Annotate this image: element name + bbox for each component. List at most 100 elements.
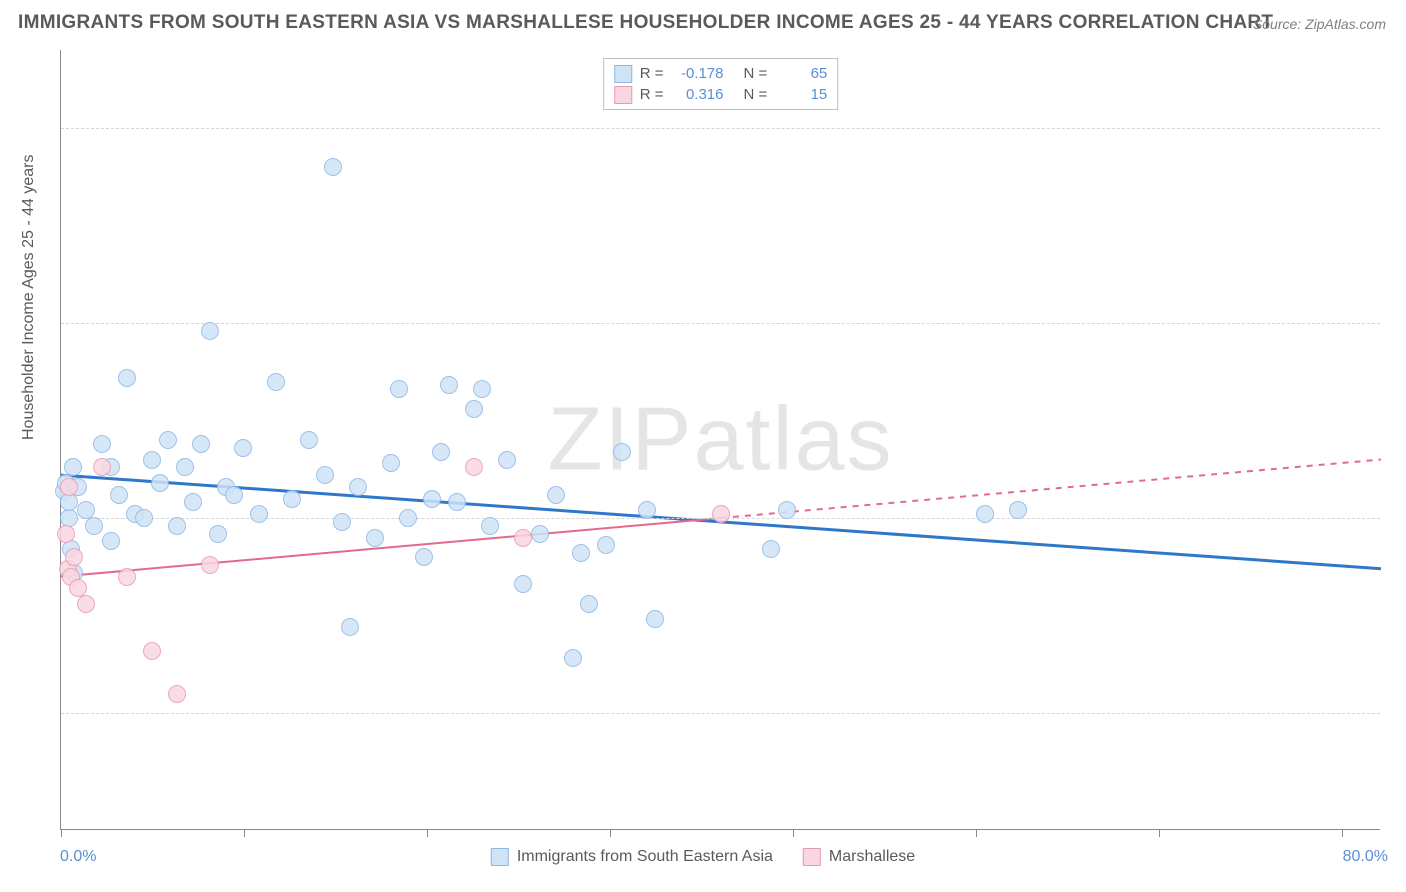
data-point bbox=[151, 474, 169, 492]
r-value: -0.178 bbox=[676, 63, 724, 84]
y-tick-label: $100,000 bbox=[1390, 509, 1406, 527]
data-point bbox=[118, 568, 136, 586]
data-point bbox=[201, 322, 219, 340]
data-point bbox=[448, 493, 466, 511]
data-point bbox=[316, 466, 334, 484]
data-point bbox=[184, 493, 202, 511]
data-point bbox=[580, 595, 598, 613]
source-credit: Source: ZipAtlas.com bbox=[1253, 16, 1386, 32]
data-point bbox=[638, 501, 656, 519]
data-point bbox=[432, 443, 450, 461]
gridline bbox=[61, 323, 1380, 324]
data-point bbox=[613, 443, 631, 461]
data-point bbox=[77, 595, 95, 613]
data-point bbox=[300, 431, 318, 449]
x-axis-min-label: 0.0% bbox=[60, 848, 96, 866]
legend-label: Marshallese bbox=[829, 848, 915, 866]
gridline bbox=[61, 128, 1380, 129]
watermark-text: ZIPatlas bbox=[547, 388, 893, 491]
data-point bbox=[64, 458, 82, 476]
data-point bbox=[225, 486, 243, 504]
x-tick-mark bbox=[976, 829, 977, 837]
series-legend: Immigrants from South Eastern Asia Marsha… bbox=[491, 848, 915, 866]
data-point bbox=[390, 380, 408, 398]
legend-label: Immigrants from South Eastern Asia bbox=[517, 848, 773, 866]
data-point bbox=[333, 513, 351, 531]
r-value: 0.316 bbox=[676, 84, 724, 105]
data-point bbox=[597, 536, 615, 554]
scatter-plot-area: ZIPatlas R =-0.178N =65R =0.316N =15 $50… bbox=[60, 50, 1380, 830]
data-point bbox=[110, 486, 128, 504]
data-point bbox=[382, 454, 400, 472]
data-point bbox=[118, 369, 136, 387]
data-point bbox=[85, 517, 103, 535]
data-point bbox=[143, 642, 161, 660]
data-point bbox=[399, 509, 417, 527]
y-tick-label: $200,000 bbox=[1390, 119, 1406, 137]
legend-item: Immigrants from South Eastern Asia bbox=[491, 848, 773, 866]
data-point bbox=[762, 540, 780, 558]
data-point bbox=[250, 505, 268, 523]
x-axis-max-label: 80.0% bbox=[1343, 848, 1388, 866]
chart-title: IMMIGRANTS FROM SOUTH EASTERN ASIA VS MA… bbox=[18, 12, 1273, 34]
x-tick-mark bbox=[793, 829, 794, 837]
data-point bbox=[135, 509, 153, 527]
data-point bbox=[341, 618, 359, 636]
data-point bbox=[60, 478, 78, 496]
data-point bbox=[646, 610, 664, 628]
data-point bbox=[168, 517, 186, 535]
x-tick-mark bbox=[244, 829, 245, 837]
r-label: R = bbox=[640, 84, 664, 105]
data-point bbox=[976, 505, 994, 523]
data-point bbox=[712, 505, 730, 523]
data-point bbox=[209, 525, 227, 543]
n-label: N = bbox=[744, 84, 768, 105]
legend-row: R = -0.178 N = 65 bbox=[614, 63, 828, 84]
data-point bbox=[778, 501, 796, 519]
legend-swatch bbox=[803, 848, 821, 866]
correlation-legend: R = -0.178 N = 65 R = 0.316 N = 15 bbox=[603, 58, 839, 110]
x-tick-mark bbox=[610, 829, 611, 837]
legend-swatch bbox=[614, 86, 632, 104]
data-point bbox=[531, 525, 549, 543]
data-point bbox=[423, 490, 441, 508]
data-point bbox=[572, 544, 590, 562]
data-point bbox=[283, 490, 301, 508]
data-point bbox=[159, 431, 177, 449]
n-value: 15 bbox=[779, 84, 827, 105]
data-point bbox=[514, 529, 532, 547]
data-point bbox=[465, 400, 483, 418]
data-point bbox=[349, 478, 367, 496]
data-point bbox=[514, 575, 532, 593]
data-point bbox=[201, 556, 219, 574]
data-point bbox=[176, 458, 194, 476]
data-point bbox=[93, 435, 111, 453]
data-point bbox=[143, 451, 161, 469]
data-point bbox=[192, 435, 210, 453]
data-point bbox=[65, 548, 83, 566]
data-point bbox=[57, 525, 75, 543]
n-value: 65 bbox=[779, 63, 827, 84]
x-tick-mark bbox=[61, 829, 62, 837]
data-point bbox=[498, 451, 516, 469]
data-point bbox=[415, 548, 433, 566]
data-point bbox=[481, 517, 499, 535]
y-tick-label: $150,000 bbox=[1390, 314, 1406, 332]
data-point bbox=[547, 486, 565, 504]
data-point bbox=[93, 458, 111, 476]
data-point bbox=[324, 158, 342, 176]
x-tick-mark bbox=[427, 829, 428, 837]
data-point bbox=[102, 532, 120, 550]
r-label: R = bbox=[640, 63, 664, 84]
data-point bbox=[564, 649, 582, 667]
n-label: N = bbox=[744, 63, 768, 84]
data-point bbox=[366, 529, 384, 547]
gridline bbox=[61, 713, 1380, 714]
data-point bbox=[168, 685, 186, 703]
y-tick-label: $50,000 bbox=[1390, 704, 1406, 722]
x-tick-mark bbox=[1342, 829, 1343, 837]
legend-swatch bbox=[614, 65, 632, 83]
legend-row: R = 0.316 N = 15 bbox=[614, 84, 828, 105]
legend-item: Marshallese bbox=[803, 848, 915, 866]
data-point bbox=[60, 493, 78, 511]
